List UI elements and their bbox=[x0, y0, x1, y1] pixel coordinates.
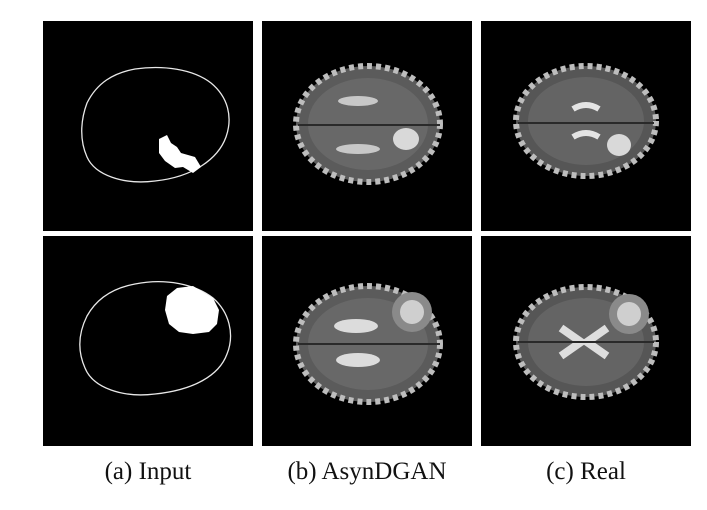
caption-input: (a) Input bbox=[104, 458, 192, 485]
input-mask-row1 bbox=[43, 21, 253, 231]
real-brain-row1 bbox=[481, 21, 691, 231]
real-brain-row2 bbox=[481, 236, 691, 446]
synthetic-brain-row2 bbox=[262, 236, 472, 446]
caption-asyndgan: (b) AsynDGAN bbox=[287, 458, 447, 485]
caption-real: (c) Real bbox=[546, 458, 626, 485]
synthetic-brain-row1 bbox=[262, 21, 472, 231]
input-mask-row2 bbox=[43, 236, 253, 446]
